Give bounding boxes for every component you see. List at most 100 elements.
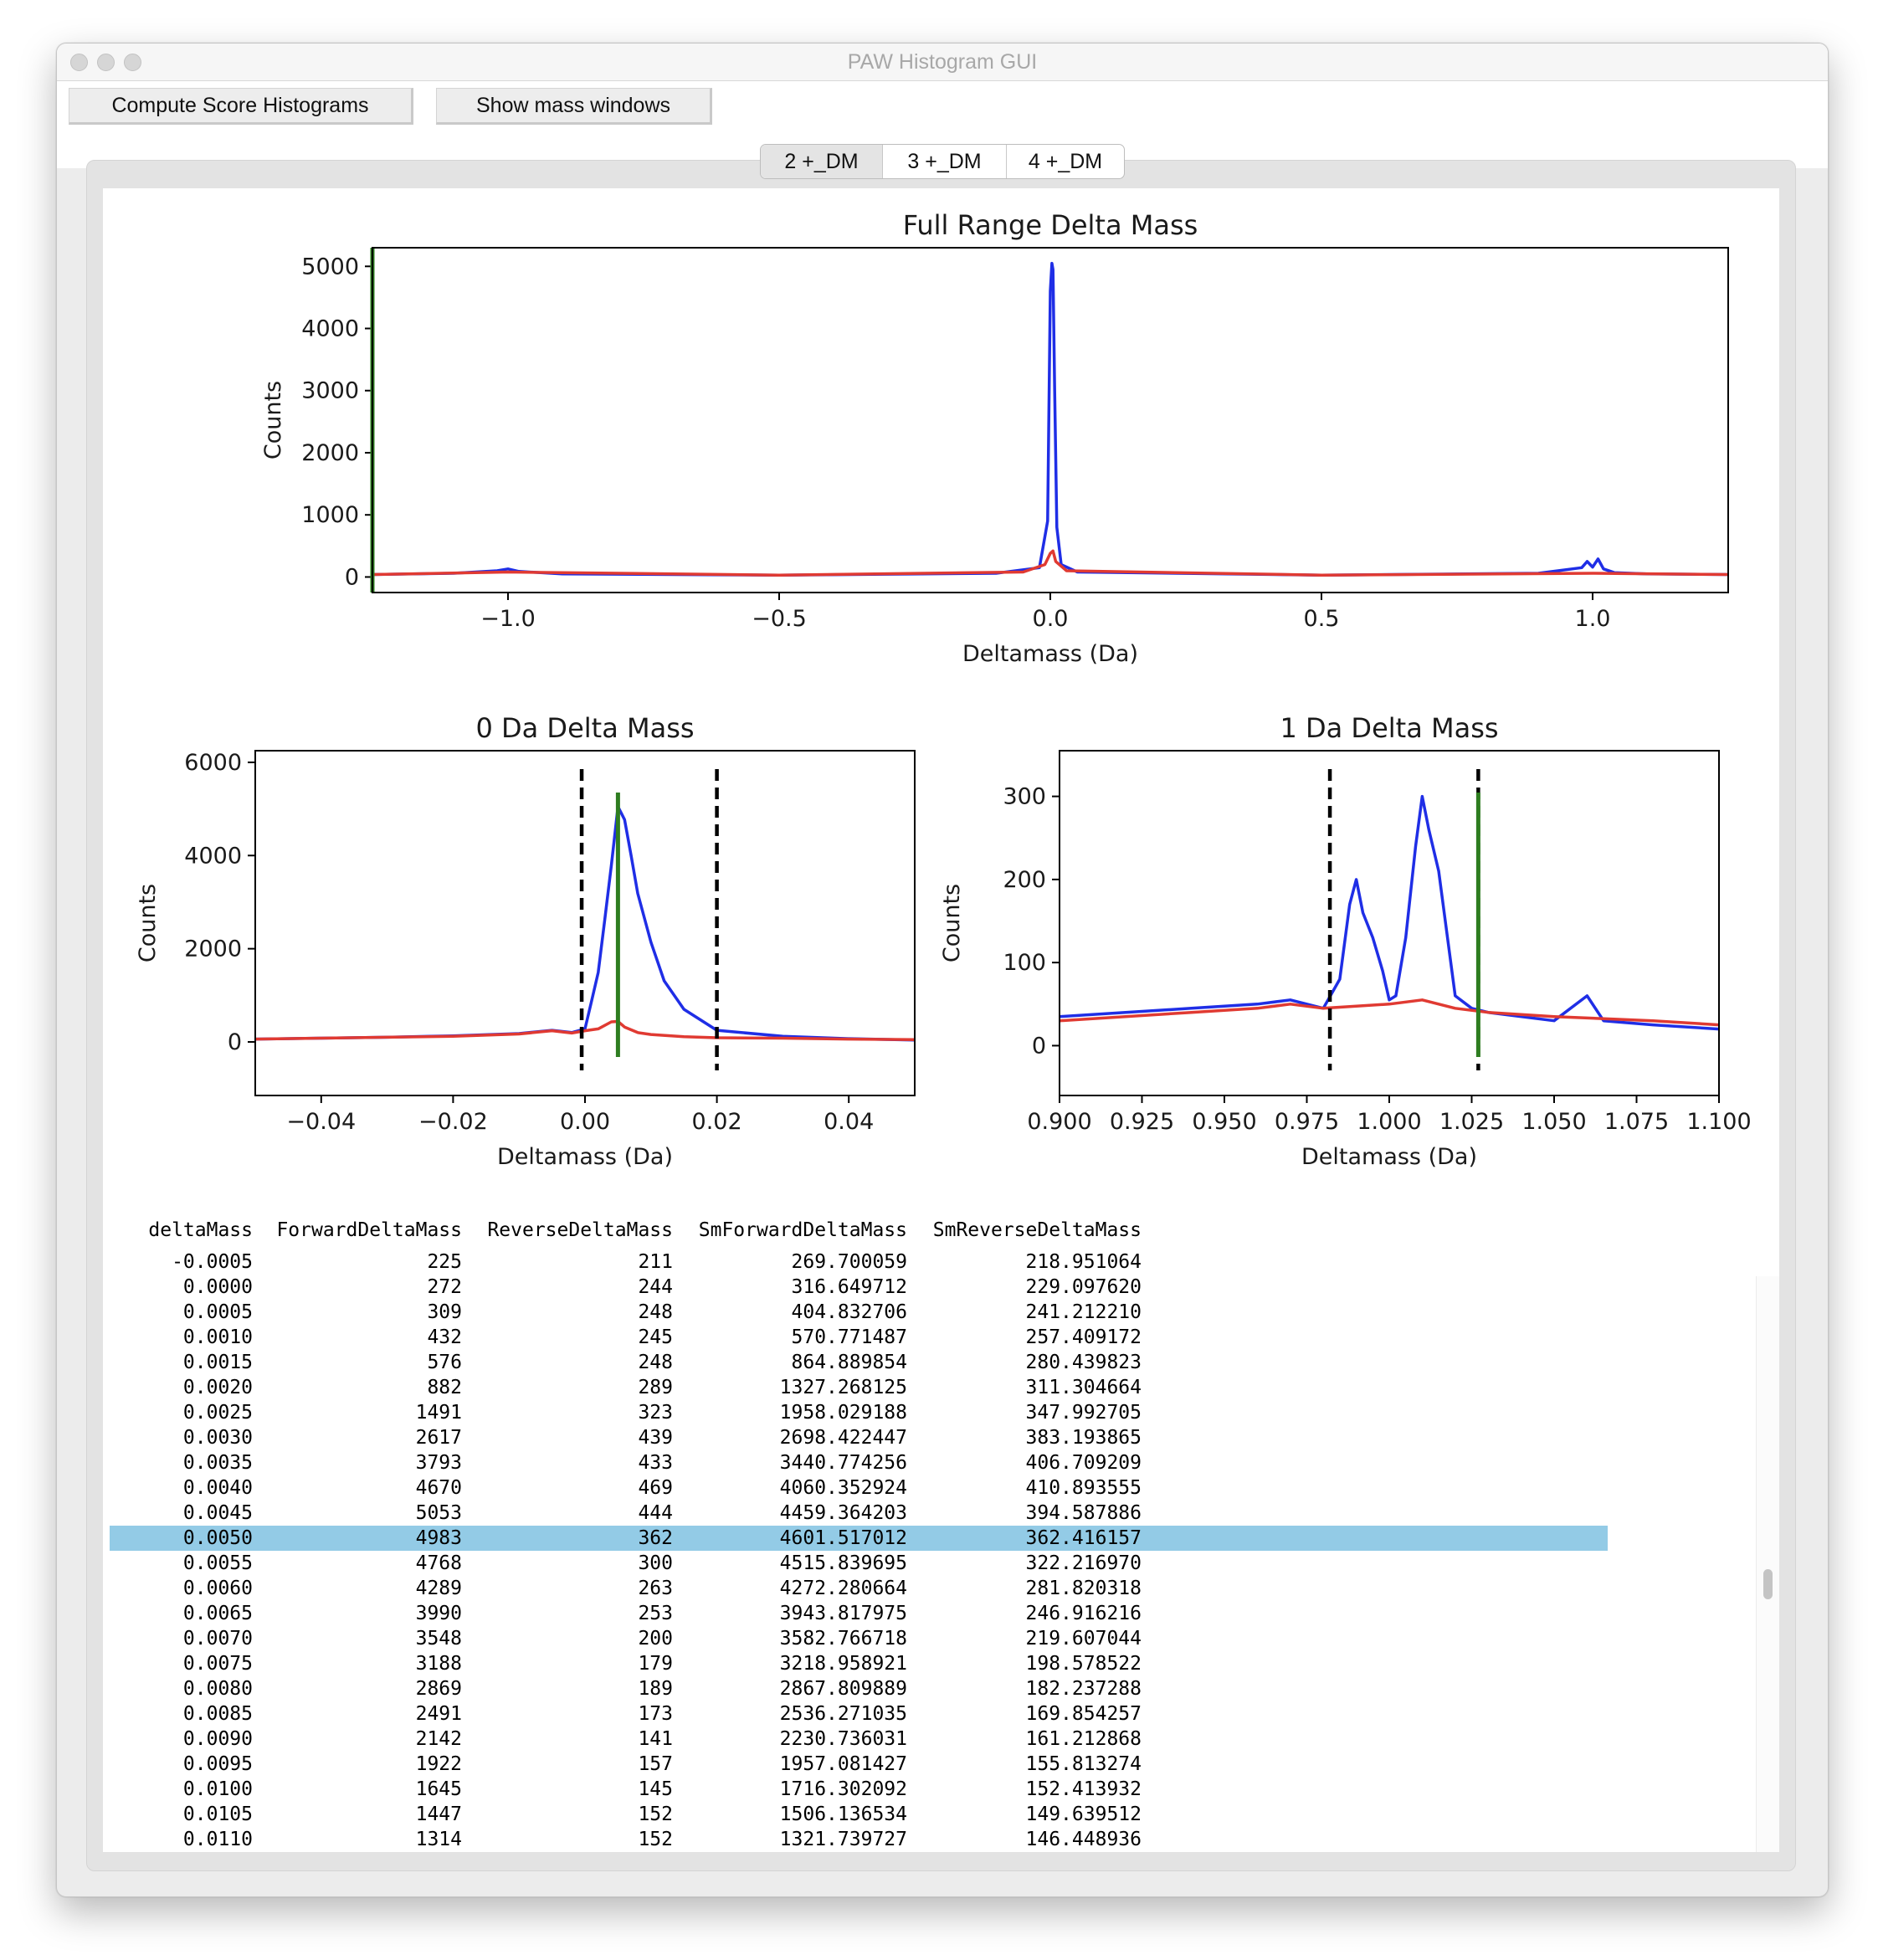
- table-cell: 2869: [415, 1678, 462, 1700]
- close-window-button[interactable]: [70, 54, 88, 71]
- table-cell: 3188: [415, 1653, 462, 1675]
- table-cell: 3582.766718: [779, 1628, 907, 1650]
- table-cell: 146.448936: [1025, 1829, 1142, 1850]
- table-cell: 406.709209: [1025, 1452, 1142, 1474]
- tab-3-dm[interactable]: 3 +_DM: [883, 145, 1007, 178]
- table-row[interactable]: 0.0060 4289 263 4272.280664 281.820318: [110, 1576, 1608, 1601]
- table-row[interactable]: 0.0030 2617 439 2698.422447 383.193865: [110, 1425, 1608, 1450]
- table-scrollbar[interactable]: [1756, 1276, 1779, 1852]
- table-row[interactable]: 0.0010 432 245 570.771487 257.409172: [110, 1325, 1608, 1350]
- minimize-window-button[interactable]: [97, 54, 115, 71]
- table-cell: 0.0005: [182, 1301, 253, 1323]
- table-cell: 2230.736031: [779, 1728, 907, 1750]
- table-row[interactable]: 0.0015 576 248 864.889854 280.439823: [110, 1350, 1608, 1375]
- x-tick-label: 1.075: [1604, 1109, 1669, 1135]
- table-row[interactable]: 0.0055 4768 300 4515.839695 322.216970: [110, 1551, 1608, 1576]
- table-cell: 383.193865: [1025, 1427, 1142, 1449]
- table-row[interactable]: 0.0020 882 289 1327.268125 311.304664: [110, 1375, 1608, 1400]
- table-cell: 0.0075: [182, 1653, 253, 1675]
- x-tick-label: −0.04: [286, 1109, 356, 1135]
- table-cell: 347.992705: [1025, 1402, 1142, 1424]
- plot-frame: [254, 750, 916, 1096]
- table-cell: 1314: [415, 1829, 462, 1850]
- table-cell: 0.0065: [182, 1603, 253, 1624]
- table-cell: 3793: [415, 1452, 462, 1474]
- table-cell: 0.0045: [182, 1502, 253, 1524]
- x-tick-label: −1.0: [480, 606, 536, 632]
- table-row[interactable]: 0.0065 3990 253 3943.817975 246.916216: [110, 1601, 1608, 1626]
- table-cell: 152: [638, 1804, 673, 1825]
- table-cell: 0.0015: [182, 1352, 253, 1373]
- y-tick-label: 0: [345, 564, 359, 590]
- x-tick-label: 1.000: [1357, 1109, 1421, 1135]
- x-tick-label: 0.04: [824, 1109, 874, 1135]
- y-tick-label: 100: [1003, 950, 1046, 976]
- table-cell: 149.639512: [1025, 1804, 1142, 1825]
- table-cell: 311.304664: [1025, 1377, 1142, 1398]
- table-cell: 1327.268125: [779, 1377, 907, 1398]
- tab-4-dm[interactable]: 4 +_DM: [1028, 149, 1103, 173]
- table-row[interactable]: 0.0110 1314 152 1321.739727 146.448936: [110, 1827, 1608, 1852]
- x-tick-label: −0.5: [752, 606, 807, 632]
- y-tick-label: 5000: [301, 254, 359, 280]
- tab-content: −1.0 −0.5 0.0 0.5 1.0 0 1000 2000 3000 4000 5000 Fu…: [103, 188, 1779, 1852]
- table-row[interactable]: 0.0085 2491 173 2536.271035 169.854257: [110, 1701, 1608, 1727]
- table-cell: 245: [638, 1326, 673, 1348]
- tab-2-dm[interactable]: 2 +_DM: [761, 145, 883, 178]
- plot-frame: [372, 247, 1729, 593]
- table-cell: 241.212210: [1025, 1301, 1142, 1323]
- compute-score-histograms-button[interactable]: Compute Score Histograms: [69, 88, 413, 125]
- table-cell: 3990: [415, 1603, 462, 1624]
- table-cell: 1645: [415, 1778, 462, 1800]
- table-cell: 145: [638, 1778, 673, 1800]
- table-cell: 394.587886: [1025, 1502, 1142, 1524]
- table-row[interactable]: 0.0080 2869 189 2867.809889 182.237288: [110, 1676, 1608, 1701]
- table-cell: 309: [427, 1301, 462, 1323]
- x-tick-label: −0.02: [418, 1109, 488, 1135]
- table-row[interactable]: 0.0035 3793 433 3440.774256 406.709209: [110, 1450, 1608, 1475]
- table-row[interactable]: 0.0090 2142 141 2230.736031 161.212868: [110, 1727, 1608, 1752]
- show-mass-windows-button[interactable]: Show mass windows: [436, 88, 712, 125]
- x-axis-label: Deltamass (Da): [1301, 1144, 1477, 1170]
- table-row[interactable]: 0.0025 1491 323 1958.029188 347.992705: [110, 1400, 1608, 1425]
- table-cell: 4515.839695: [779, 1552, 907, 1574]
- table-row[interactable]: 0.0100 1645 145 1716.302092 152.413932: [110, 1777, 1608, 1802]
- x-tick-label: 0.975: [1275, 1109, 1339, 1135]
- y-tick-label: 1000: [301, 502, 359, 528]
- table-cell: 248: [638, 1352, 673, 1373]
- table-row[interactable]: 0.0075 3188 179 3218.958921 198.578522: [110, 1651, 1608, 1676]
- table-cell: 169.854257: [1025, 1703, 1142, 1725]
- table-cell: 244: [638, 1276, 673, 1298]
- table-cell: 4272.280664: [779, 1578, 907, 1599]
- table-cell: 0.0035: [182, 1452, 253, 1474]
- table-row[interactable]: 0.0040 4670 469 4060.352924 410.893555: [110, 1475, 1608, 1501]
- table-row[interactable]: 0.0000 272 244 316.649712 229.097620: [110, 1275, 1608, 1300]
- charts-canvas: −1.0 −0.5 0.0 0.5 1.0010002000300040005000Fu…: [135, 209, 1752, 1170]
- y-tick-label: 2000: [184, 936, 242, 962]
- table-cell: 2617: [415, 1427, 462, 1449]
- title-bar: PAW Histogram GUI: [57, 44, 1828, 81]
- table-row[interactable]: -0.0005 225 211 269.700059 218.951064: [110, 1249, 1608, 1275]
- y-tick-label: 2000: [301, 440, 359, 466]
- table-row-selected[interactable]: 0.0050 4983 362 4601.517012 362.416157: [110, 1526, 1608, 1551]
- table-cell: 161.212868: [1025, 1728, 1142, 1750]
- table-row[interactable]: 0.0070 3548 200 3582.766718 219.607044: [110, 1626, 1608, 1651]
- scrollbar-thumb[interactable]: [1763, 1569, 1773, 1599]
- table-cell: 0.0090: [182, 1728, 253, 1750]
- table-cell: 1491: [415, 1402, 462, 1424]
- table-row[interactable]: 0.0105 1447 152 1506.136534 149.639512: [110, 1802, 1608, 1827]
- table-row[interactable]: 0.0045 5053 444 4459.364203 394.587886: [110, 1501, 1608, 1526]
- table-cell: 0.0020: [182, 1377, 253, 1398]
- series-line-blue: [1060, 794, 1719, 1031]
- column-header: deltaMass: [148, 1219, 253, 1241]
- table-row[interactable]: 0.0095 1922 157 1957.081427 155.813274: [110, 1752, 1608, 1777]
- tab-bar: 2 +_DM 3 +_DM 4 +_DM: [760, 144, 1125, 179]
- zoom-window-button[interactable]: [124, 54, 141, 71]
- column-header: ReverseDeltaMass: [487, 1219, 673, 1241]
- table-cell: 5053: [415, 1502, 462, 1524]
- table-cell: 269.700059: [791, 1251, 907, 1273]
- table-cell: 155.813274: [1025, 1753, 1142, 1775]
- table-cell: 3548: [415, 1628, 462, 1650]
- table-row[interactable]: 0.0005 309 248 404.832706 241.212210: [110, 1300, 1608, 1325]
- x-tick-label: 0.00: [560, 1109, 610, 1135]
